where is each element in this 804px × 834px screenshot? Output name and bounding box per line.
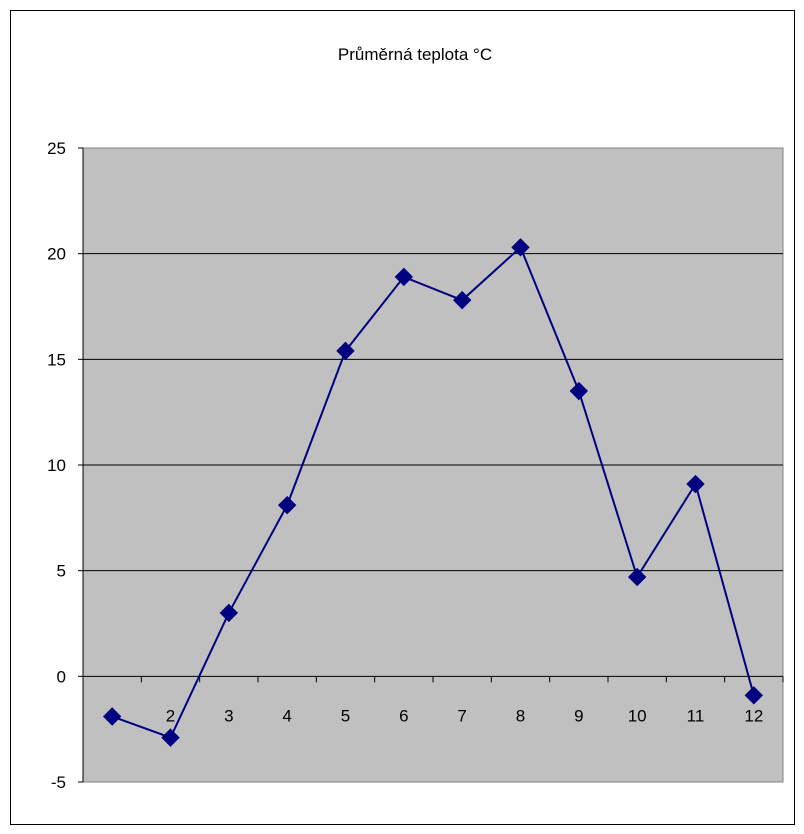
- y-tick-label: 0: [57, 667, 66, 686]
- data-point: [277, 495, 297, 515]
- data-point: [394, 267, 414, 287]
- x-tick-label: 12: [744, 706, 763, 725]
- x-tick-label: 6: [399, 706, 408, 725]
- y-tick-label: 25: [47, 139, 66, 158]
- series-line: [111, 245, 755, 739]
- data-point: [452, 290, 472, 310]
- data-point: [686, 474, 705, 494]
- x-tick-label: 3: [224, 706, 233, 725]
- data-point: [511, 238, 530, 257]
- x-tick-label: 10: [628, 706, 647, 725]
- y-tick-label: -5: [51, 773, 66, 792]
- chart-title: Průměrná teplota °C: [338, 45, 492, 64]
- data-point: [219, 603, 239, 623]
- x-tick-label: 9: [574, 706, 583, 725]
- data-point: [627, 567, 647, 587]
- data-point: [744, 686, 764, 705]
- y-tick-label: 15: [47, 350, 66, 369]
- y-tick-label: 20: [47, 245, 66, 264]
- x-tick-label: 2: [166, 706, 175, 725]
- x-tick-label: 8: [516, 706, 525, 725]
- x-tick-label: 5: [341, 706, 350, 725]
- x-tick-label: 4: [282, 706, 291, 725]
- x-tick-label: 11: [687, 706, 705, 725]
- data-point: [102, 707, 122, 726]
- y-tick-label: 5: [57, 562, 66, 581]
- y-tick-label: 10: [47, 456, 66, 475]
- x-tick-label: 7: [457, 706, 466, 725]
- data-point: [336, 341, 355, 361]
- data-point: [161, 728, 180, 747]
- data-point: [569, 381, 589, 401]
